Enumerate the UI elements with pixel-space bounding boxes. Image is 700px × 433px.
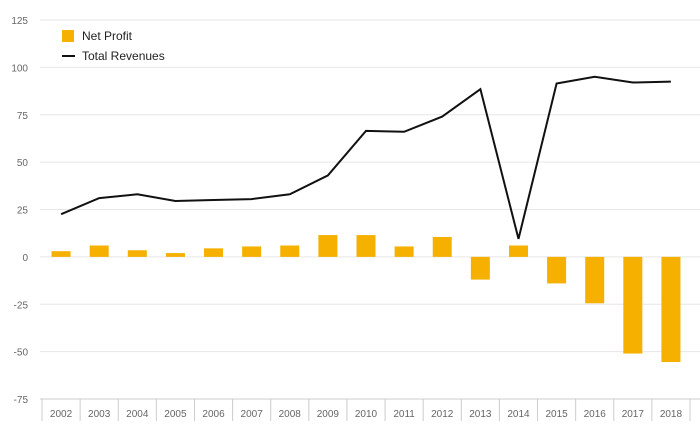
total-revenues-line bbox=[60, 75, 671, 240]
legend-total-revenues-label: Total Revenues bbox=[82, 49, 165, 63]
net-profit-bar bbox=[508, 245, 528, 257]
net-profit-bar bbox=[394, 246, 414, 257]
y-tick-label: -25 bbox=[14, 300, 29, 311]
net-profit-bar bbox=[127, 250, 147, 257]
x-tick-label: 2013 bbox=[469, 409, 492, 420]
legend-net-profit-swatch bbox=[62, 30, 74, 42]
total-revenues-line-group bbox=[60, 75, 671, 240]
net-profit-bar bbox=[470, 256, 490, 280]
y-tick-label: -50 bbox=[14, 348, 29, 359]
x-tick-label: 2011 bbox=[393, 409, 415, 420]
y-tick-label: 125 bbox=[11, 16, 28, 27]
net-profit-bar bbox=[623, 256, 643, 354]
x-tick-label: 2015 bbox=[545, 409, 568, 420]
y-tick-label: 75 bbox=[17, 111, 29, 122]
net-profit-bar bbox=[51, 251, 71, 257]
y-tick-label: 50 bbox=[17, 158, 29, 169]
x-tick-label: 2008 bbox=[279, 409, 302, 420]
net-profit-bar bbox=[432, 236, 452, 257]
net-profit-bar bbox=[585, 256, 605, 304]
x-tick-label: 2004 bbox=[126, 409, 149, 420]
x-axis: 2002 2003 2004 2005 2006 2007 2008 2009 2010 2011… bbox=[40, 398, 700, 421]
net-profit-bar bbox=[204, 248, 224, 257]
net-profit-bar bbox=[661, 256, 681, 363]
x-tick-label: 2012 bbox=[431, 409, 454, 420]
y-tick-label: -75 bbox=[14, 395, 29, 406]
y-tick-label: 25 bbox=[17, 206, 29, 217]
x-tick-label: 2002 bbox=[50, 409, 73, 420]
net-profit-bar bbox=[89, 245, 109, 257]
y-tick-label: 0 bbox=[22, 253, 28, 264]
net-profit-bar bbox=[547, 256, 567, 284]
net-profit-bar bbox=[356, 235, 376, 257]
y-axis-ticks: 125 100 75 50 25 0 -25 -50 -75 bbox=[11, 16, 28, 406]
y-tick-label: 100 bbox=[11, 63, 28, 74]
net-profit-bar bbox=[165, 253, 185, 257]
x-tick-label: 2003 bbox=[88, 409, 111, 420]
x-tick-label: 2014 bbox=[507, 409, 530, 420]
net-profit-bar bbox=[242, 246, 262, 257]
net-profit-bar bbox=[318, 235, 338, 257]
x-tick-label: 2009 bbox=[317, 409, 340, 420]
x-tick-label: 2016 bbox=[584, 409, 607, 420]
net-profit-bar bbox=[280, 245, 300, 257]
x-tick-label: 2005 bbox=[164, 409, 187, 420]
legend-net-profit-label: Net Profit bbox=[82, 29, 133, 43]
x-tick-label: 2017 bbox=[622, 409, 645, 420]
legend: Net Profit Total Revenues bbox=[62, 29, 165, 63]
x-tick-label: 2007 bbox=[241, 409, 264, 420]
x-tick-label: 2006 bbox=[202, 409, 225, 420]
net-profit-bars bbox=[51, 235, 681, 363]
x-tick-label: 2010 bbox=[355, 409, 378, 420]
x-tick-label: 2018 bbox=[660, 409, 683, 420]
